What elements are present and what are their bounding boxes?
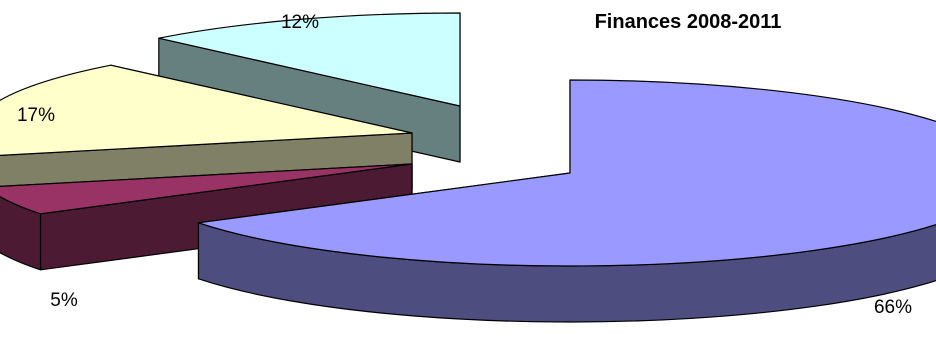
data-label-slice-1: 66% <box>874 297 912 318</box>
pie-slice-1 <box>197 79 936 323</box>
slices-layer <box>0 12 936 323</box>
chart-title: Finances 2008-2011 <box>595 11 782 33</box>
slice-2-top-face <box>0 163 413 215</box>
labels-layer: 66% 5% 17% 12% <box>17 12 912 318</box>
slice-3-top-face <box>0 64 413 156</box>
data-label-slice-2: 5% <box>50 290 78 311</box>
data-label-slice-3: 17% <box>17 105 55 126</box>
data-label-slice-4: 12% <box>281 12 319 33</box>
slice-4-top-face <box>158 12 461 107</box>
slice-1-top-face <box>197 79 936 267</box>
